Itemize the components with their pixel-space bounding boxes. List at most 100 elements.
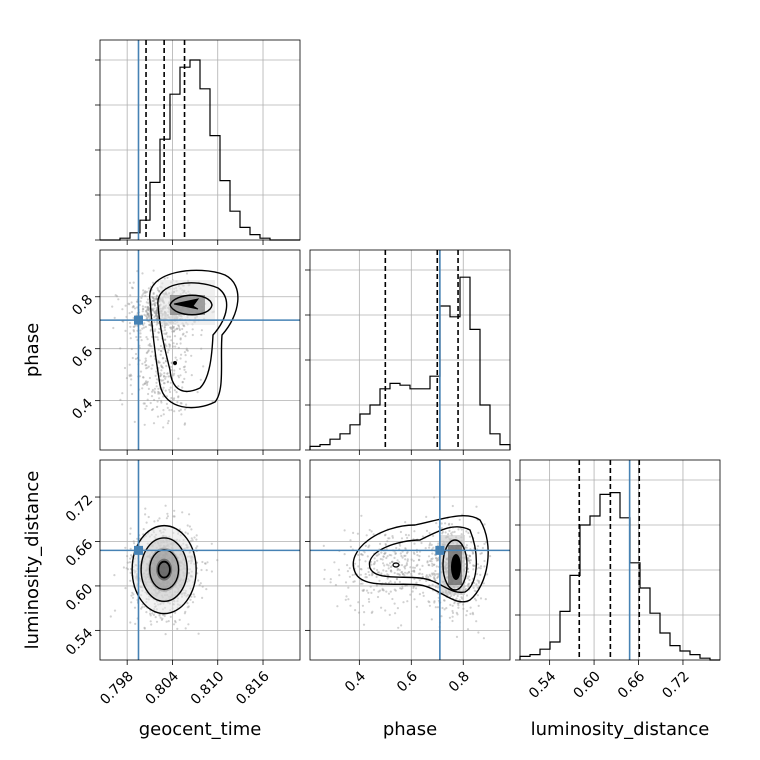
sample-point [140,607,143,610]
sample-point [464,546,467,549]
sample-point [155,381,158,384]
sample-point [132,305,135,308]
sample-point [162,382,165,385]
sample-point [154,616,157,619]
sample-point [411,570,414,573]
sample-point [398,568,401,572]
sample-point [133,420,136,423]
sample-point [159,375,162,378]
sample-point [377,590,380,593]
sample-point [199,378,202,381]
sample-point [162,409,165,412]
sample-point [361,589,364,592]
sample-point [123,366,127,370]
sample-point [389,566,392,569]
sample-point [147,515,150,519]
sample-point [145,364,148,367]
sample-point [124,587,127,590]
sample-point [144,513,147,516]
sample-point [133,325,136,328]
sample-point [129,547,132,550]
sample-point [142,307,145,310]
sample-point [476,545,480,548]
sample-point [154,312,158,315]
sample-point [181,381,184,384]
sample-point [413,566,416,569]
sample-point [386,573,389,576]
sample-point [144,364,147,367]
sample-point [466,609,469,613]
sample-point [367,570,370,574]
sample-point [483,523,486,526]
sample-point [471,552,474,555]
sample-point [432,576,435,579]
sample-point [181,386,184,389]
sample-point [173,335,177,338]
sample-point [151,307,154,310]
sample-point [144,294,147,297]
sample-point [433,577,436,580]
sample-point [125,315,128,318]
sample-point [421,564,424,568]
sample-point [397,567,400,571]
sample-point [172,515,175,518]
sample-point [132,281,135,284]
sample-point [433,572,436,576]
sample-point [144,507,147,510]
sample-point [204,562,207,565]
sample-point [134,324,137,327]
sample-point [205,588,208,591]
sample-point [154,314,158,317]
sample-point [125,377,128,380]
sample-point [384,533,387,536]
sample-point [370,574,374,577]
sample-point [448,616,451,619]
sample-point [152,422,156,425]
sample-point [166,381,169,384]
sample-point [391,536,394,539]
sample-point [164,377,167,380]
x-tick-label-geocent_time: 0.810 [188,668,228,708]
sample-point [216,559,219,562]
sample-point [165,620,168,623]
sample-point [347,598,350,601]
sample-point [428,584,431,587]
sample-point [170,327,173,330]
sample-point [399,587,402,590]
sample-point [337,568,340,571]
sample-point [400,537,404,540]
sample-point [154,335,157,339]
sample-point [410,572,413,576]
sample-point [346,570,349,573]
sample-point [437,557,440,560]
sample-point [453,602,456,605]
sample-point [364,560,367,563]
sample-point [467,559,471,563]
contour-core [173,298,200,310]
sample-point [135,300,139,303]
sample-point [181,327,184,331]
sample-point [131,306,134,309]
sample-point [150,408,154,412]
sample-point [166,351,169,354]
sample-point [430,558,433,561]
sample-point [434,557,438,560]
sample-point [124,329,127,332]
sample-point [154,314,157,318]
sample-point [404,533,408,537]
sample-point [193,595,196,598]
sample-point [395,577,398,581]
sample-point [148,314,151,317]
sample-point [173,515,176,518]
sample-point [115,295,119,298]
scatter-phase-luminosity_distance [322,496,492,640]
sample-point [158,614,161,617]
sample-point [158,361,161,364]
sample-point [451,615,454,618]
sample-point [378,589,382,592]
sample-point [373,560,376,564]
sample-point [431,573,434,576]
sample-point [184,335,187,338]
sample-point [367,591,370,594]
sample-point [462,607,465,610]
